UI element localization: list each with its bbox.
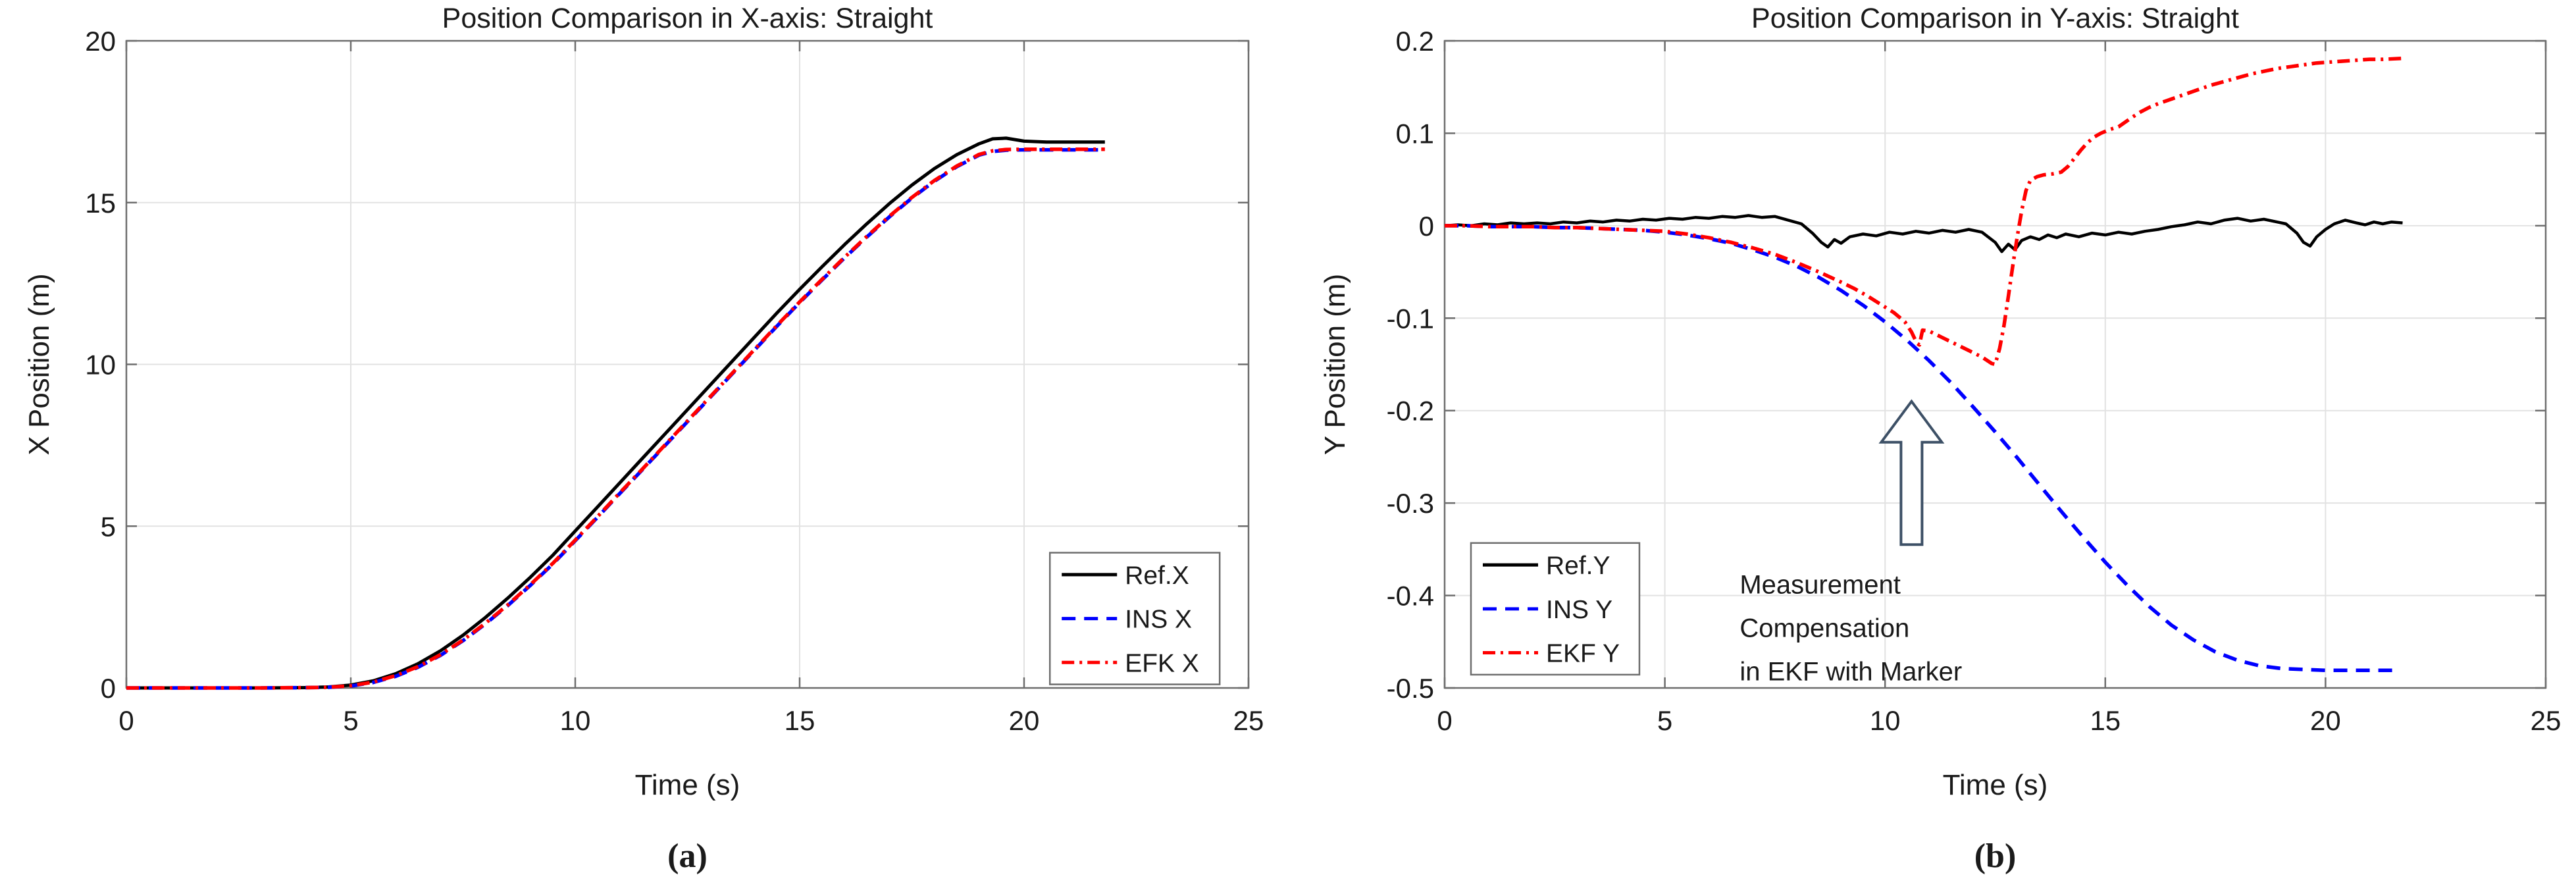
y-tick-label: -0.2 [1387, 396, 1434, 427]
x-tick-label: 25 [2531, 705, 2562, 736]
legend: Ref.X INS X EFK X [1048, 552, 1221, 685]
y-tick-label: -0.5 [1387, 673, 1434, 704]
axes-box [1443, 39, 2547, 689]
series-line-ins-x [126, 147, 1105, 690]
legend-entry-label: EFK X [1125, 649, 1199, 677]
x-tick-label: 20 [1009, 705, 1040, 736]
chart-x-position: Position Comparison in X-axis: Straight 0… [23, 3, 1264, 875]
x-tick-label: 15 [2090, 705, 2121, 736]
y-tick-label: 5 [101, 511, 116, 542]
x-tick-label: 5 [1657, 705, 1672, 736]
y-tick-label: 0 [1419, 211, 1434, 242]
series-line-efk-x [126, 147, 1105, 690]
series-line-ref-x [126, 136, 1105, 690]
panel-a: Position Comparison in X-axis: Straight 0… [23, 3, 1264, 875]
y-tick-label: -0.3 [1387, 488, 1434, 519]
panel-b: Position Comparison in Y-axis: Straight 0… [1288, 0, 2576, 894]
x-tick-label: 25 [1233, 705, 1264, 736]
y-tick-label: 0 [101, 673, 116, 704]
y-tick-label: 0.1 [1396, 118, 1434, 149]
y-axis-label: Y Position (m) [1319, 274, 1351, 456]
series-line-ekf-y [1445, 56, 2403, 367]
annotation-text: Measurement [1739, 571, 1901, 600]
chart-title: Position Comparison in Y-axis: Straight [1751, 3, 2239, 34]
legend-entry-label: Ref.X [1125, 562, 1189, 590]
chart-y-position: Position Comparison in Y-axis: Straight 0… [1319, 3, 2562, 875]
series-line-ref-y [1444, 214, 2403, 253]
x-tick-label: 20 [2310, 705, 2341, 736]
x-tick-label: 0 [1437, 705, 1452, 736]
legend-entry-label: INS X [1125, 606, 1192, 634]
annotation-text: Compensation [1739, 614, 1909, 643]
x-tick-label: 10 [1870, 705, 1901, 736]
y-tick-label: 10 [85, 350, 116, 381]
x-tick-label: 5 [343, 705, 358, 736]
subfigure-label: (b) [1974, 837, 2017, 875]
y-tick-label: -0.1 [1387, 303, 1434, 334]
y-axis-label: X Position (m) [23, 273, 55, 455]
legend: Ref.Y INS Y EKF Y [1470, 542, 1641, 676]
subfigure-label: (a) [667, 837, 708, 875]
up-arrow-icon [1878, 399, 1945, 546]
y-tick-label: 15 [85, 188, 116, 219]
y-tick-label: -0.4 [1387, 581, 1434, 612]
x-tick-label: 15 [785, 705, 815, 736]
legend-entry-label: EKF Y [1546, 640, 1620, 668]
x-axis-label: Time (s) [1943, 769, 2048, 801]
chart-title: Position Comparison in X-axis: Straight [442, 3, 933, 34]
y-tick-label: 20 [85, 26, 116, 57]
x-tick-label: 10 [560, 705, 591, 736]
y-tick-label: 0.2 [1396, 26, 1434, 57]
legend-entry-label: INS Y [1546, 596, 1612, 624]
legend-entry-label: Ref.Y [1546, 552, 1610, 580]
x-tick-label: 0 [118, 705, 134, 736]
annotation-text: in EKF with Marker [1739, 658, 1962, 687]
x-axis-label: Time (s) [635, 769, 740, 801]
